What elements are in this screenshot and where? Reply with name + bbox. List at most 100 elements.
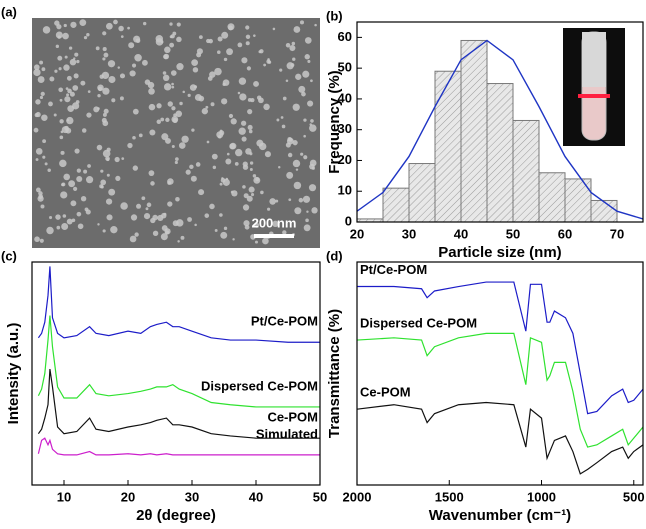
- particle: [65, 87, 69, 91]
- particle: [247, 109, 253, 115]
- particle: [293, 26, 301, 33]
- panel-label: (c): [1, 248, 17, 263]
- x-tick-label: 40: [249, 489, 263, 504]
- particle: [105, 198, 113, 205]
- particle: [245, 34, 251, 40]
- particle: [108, 75, 116, 84]
- particle: [69, 91, 75, 97]
- particle: [282, 96, 287, 101]
- particle: [79, 19, 87, 27]
- particle: [309, 124, 317, 132]
- particle: [37, 76, 45, 83]
- fit-curve: [357, 39, 643, 220]
- particle: [55, 214, 61, 220]
- particle: [164, 46, 171, 54]
- particle: [76, 175, 83, 182]
- x-tick-label: 60: [558, 226, 572, 241]
- bar: [564, 178, 592, 222]
- particle: [73, 73, 79, 79]
- particle: [201, 108, 209, 115]
- particle: [169, 22, 173, 26]
- particle: [87, 164, 91, 168]
- particle: [165, 230, 170, 235]
- particle: [145, 207, 149, 211]
- y-axis-label: Intensity (a.u.): [5, 323, 22, 425]
- particle: [176, 219, 184, 227]
- particle: [80, 80, 86, 86]
- bar: [408, 163, 436, 222]
- particle: [177, 240, 180, 243]
- particle: [38, 191, 43, 196]
- particle: [117, 66, 120, 69]
- particle: [85, 176, 94, 184]
- particle: [115, 175, 121, 181]
- particle: [74, 52, 79, 57]
- bar: [486, 83, 514, 222]
- particle: [249, 167, 253, 171]
- particle: [189, 164, 194, 170]
- particle: [127, 142, 133, 149]
- particle: [175, 157, 179, 161]
- particle: [245, 41, 250, 46]
- particle: [221, 31, 229, 39]
- particle: [66, 118, 70, 122]
- particle: [134, 232, 139, 237]
- particle: [60, 191, 68, 199]
- particle: [171, 82, 174, 86]
- particle: [132, 165, 139, 171]
- particle: [134, 53, 142, 62]
- particle: [34, 113, 39, 118]
- particle: [59, 119, 64, 124]
- particle: [75, 100, 80, 104]
- particle: [100, 179, 107, 186]
- particle: [128, 42, 135, 49]
- particle: [219, 182, 223, 186]
- particle: [59, 159, 67, 168]
- series-line: [357, 332, 643, 448]
- particle: [204, 213, 210, 218]
- particle: [135, 38, 141, 44]
- particle: [99, 74, 104, 79]
- particle: [182, 90, 186, 94]
- particle: [70, 200, 77, 207]
- particle: [130, 214, 138, 221]
- particle: [253, 81, 259, 87]
- particle: [222, 79, 230, 86]
- panel-label: (d): [326, 248, 343, 263]
- particle: [187, 93, 191, 97]
- particle: [307, 100, 314, 107]
- particle: [292, 57, 296, 61]
- particle: [242, 185, 246, 189]
- particle: [278, 166, 281, 169]
- particle: [187, 217, 192, 222]
- particle: [86, 112, 92, 118]
- particle: [152, 230, 159, 237]
- x-tick-label: 20: [121, 489, 135, 504]
- x-axis-label: Particle size (nm): [438, 244, 561, 261]
- particle: [220, 177, 226, 183]
- particle: [228, 113, 234, 119]
- particle: [179, 101, 183, 106]
- particle: [258, 97, 264, 104]
- particle: [33, 127, 39, 133]
- particle: [121, 157, 125, 161]
- particle: [248, 129, 253, 134]
- particle: [275, 199, 279, 203]
- particle: [54, 69, 58, 73]
- y-tick-label: 0: [345, 213, 352, 228]
- particle: [246, 195, 253, 202]
- particle: [292, 103, 300, 111]
- particle: [142, 59, 148, 66]
- x-tick-label: 70: [610, 226, 624, 241]
- particle: [141, 196, 146, 201]
- particle: [35, 187, 41, 193]
- particle: [80, 196, 87, 202]
- particle: [102, 57, 106, 61]
- particle: [198, 189, 205, 196]
- particle: [176, 36, 182, 43]
- particle: [142, 21, 147, 26]
- particle: [87, 90, 91, 93]
- particle: [33, 64, 40, 71]
- particle: [119, 96, 124, 101]
- y-tick-label: 40: [338, 90, 352, 105]
